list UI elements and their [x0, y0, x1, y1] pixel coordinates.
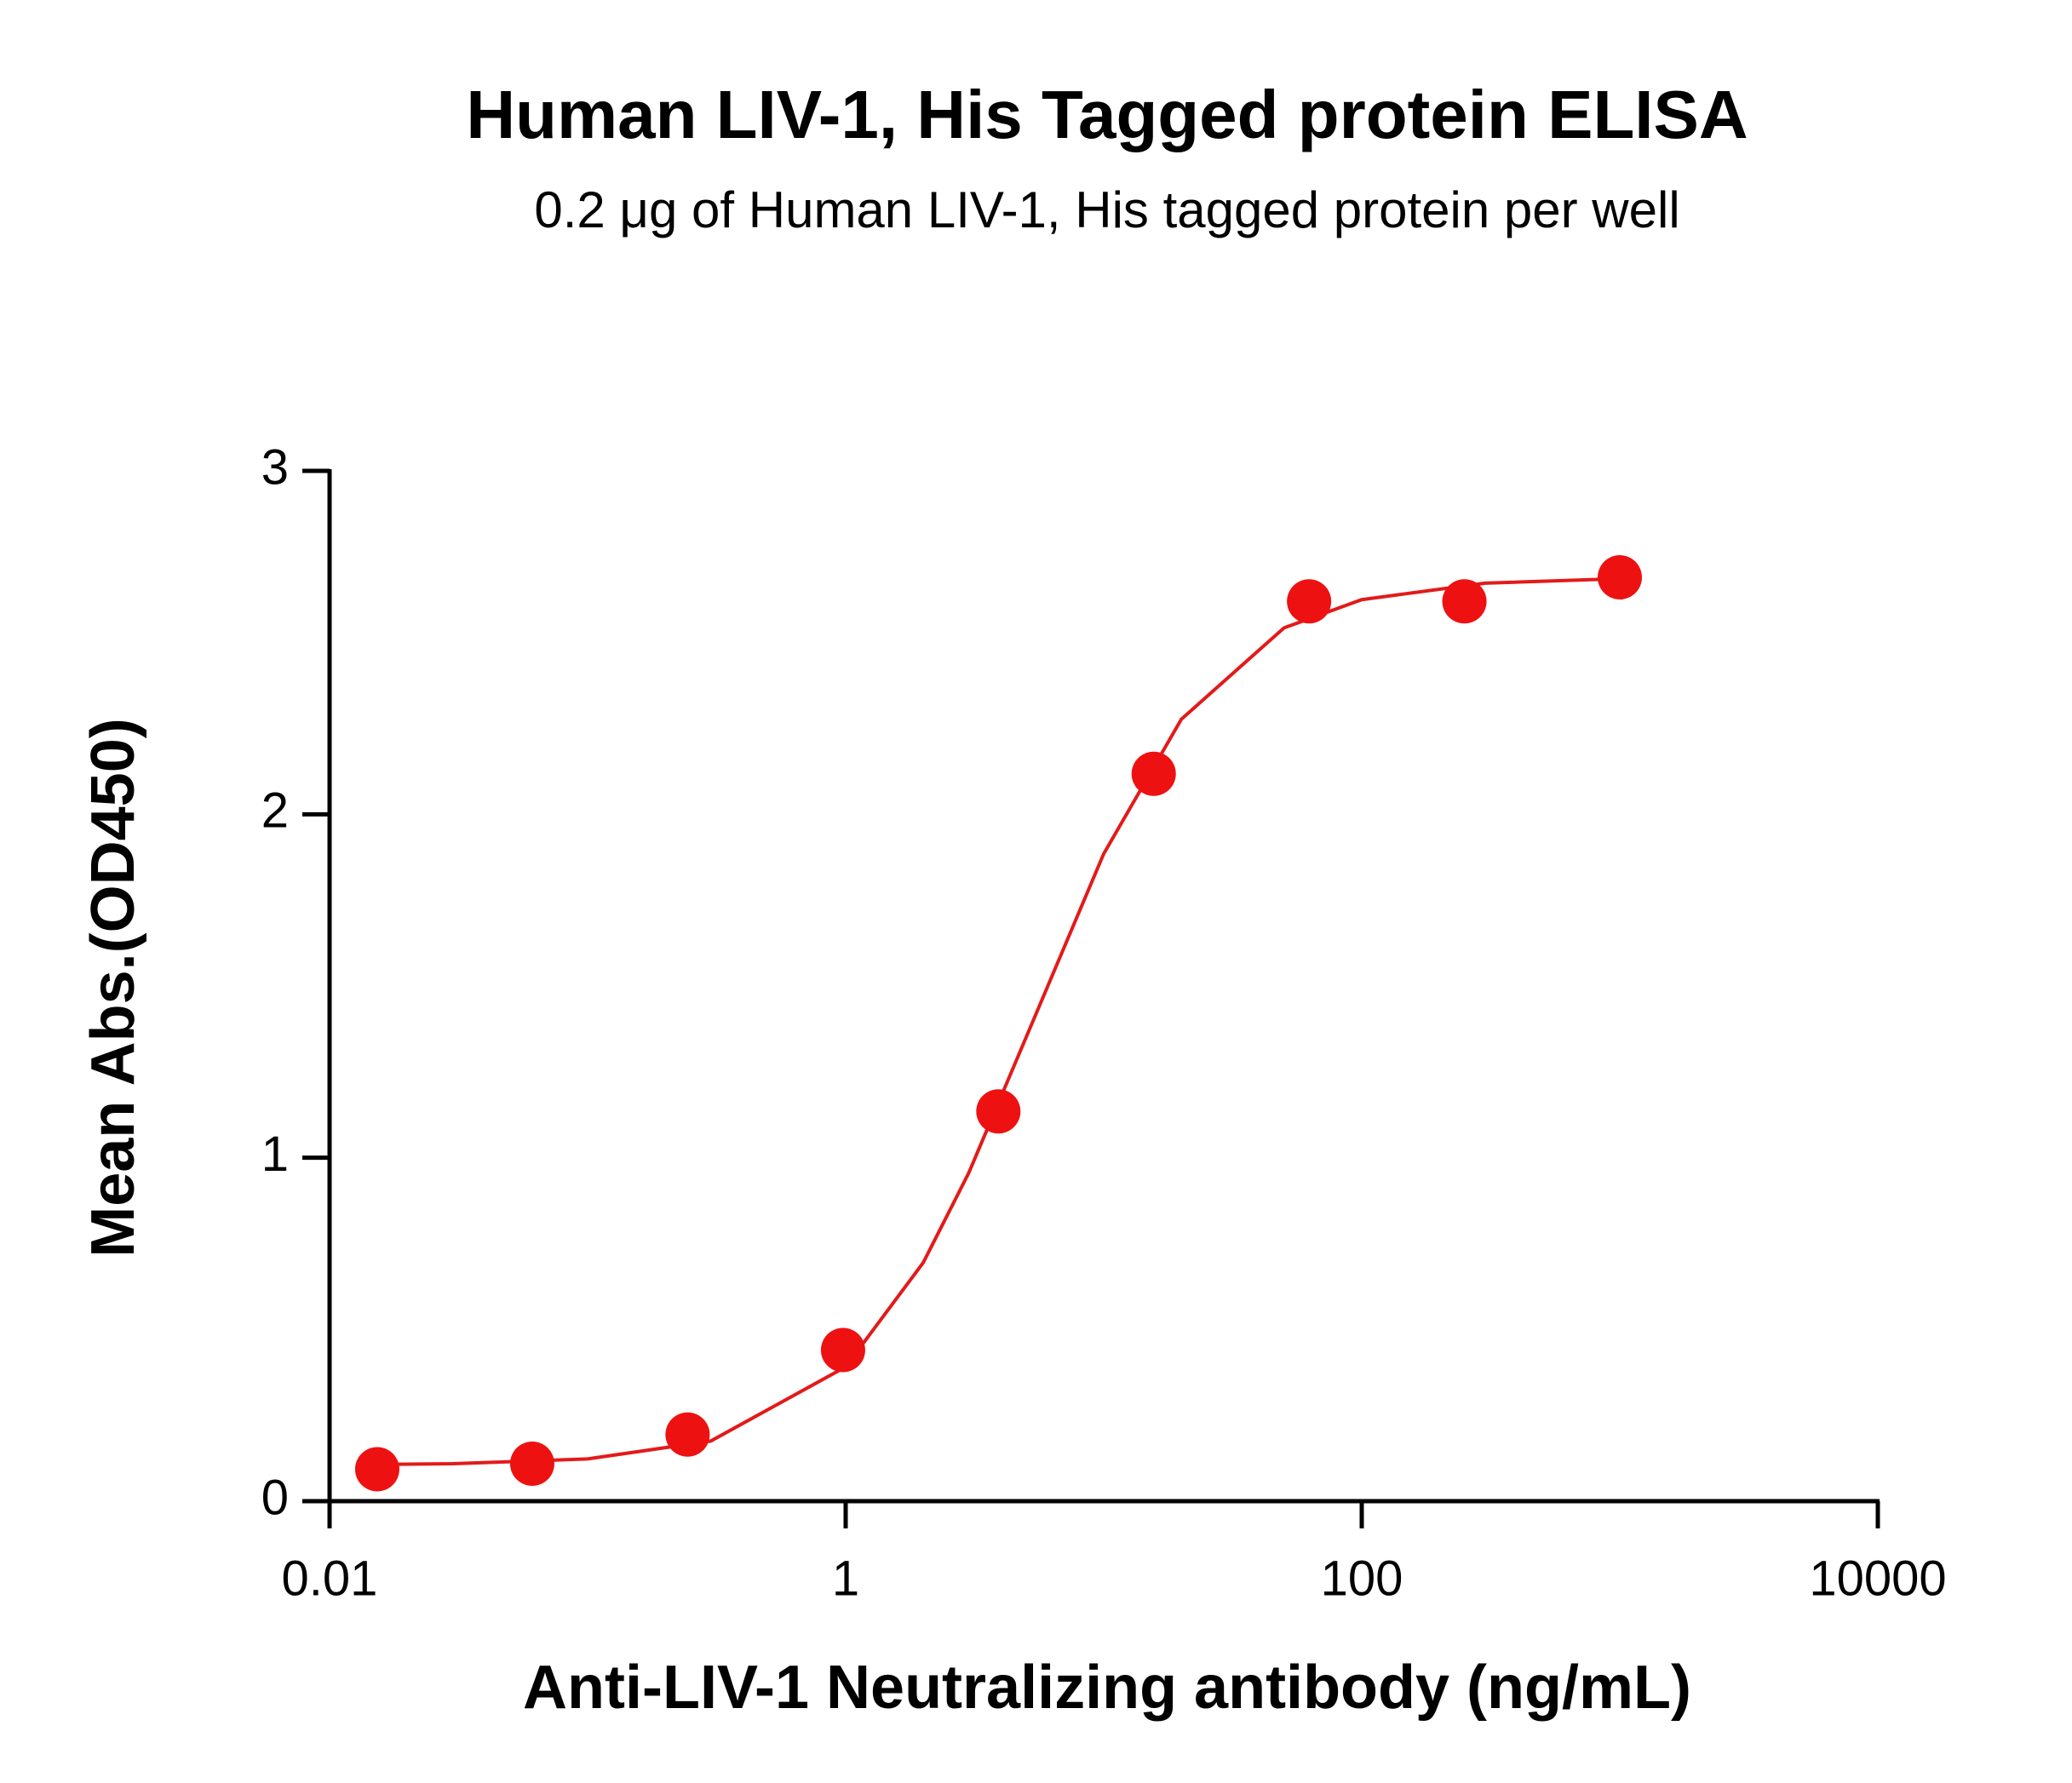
x-tick-label: 100 [1321, 1551, 1403, 1606]
data-point [820, 1327, 865, 1373]
x-axis-label: Anti-LIV-1 Neutralizing antibody (ng/mL) [523, 1654, 1691, 1722]
y-tick-label: 0 [261, 1470, 289, 1525]
data-point [665, 1412, 710, 1457]
x-tick-label: 10000 [1809, 1551, 1946, 1606]
data-point [1598, 555, 1642, 600]
data-point [976, 1089, 1021, 1134]
y-tick-label: 3 [261, 439, 289, 495]
data-point [1131, 751, 1176, 796]
data-point [1287, 579, 1332, 624]
data-point [354, 1447, 399, 1492]
chart-title: Human LIV-1, His Tagged protein ELISA [466, 77, 1748, 152]
fit-curve [375, 576, 1621, 1466]
y-tick-label: 1 [261, 1127, 289, 1182]
data-point [1442, 579, 1487, 624]
chart-subtitle: 0.2 μg of Human LIV-1, His tagged protei… [534, 181, 1679, 238]
data-point [509, 1442, 554, 1487]
y-axis-label: Mean Abs.(OD450) [79, 718, 147, 1257]
y-tick-label: 2 [261, 783, 289, 839]
x-tick-label: 1 [832, 1551, 859, 1606]
x-tick-label: 0.01 [282, 1551, 378, 1606]
